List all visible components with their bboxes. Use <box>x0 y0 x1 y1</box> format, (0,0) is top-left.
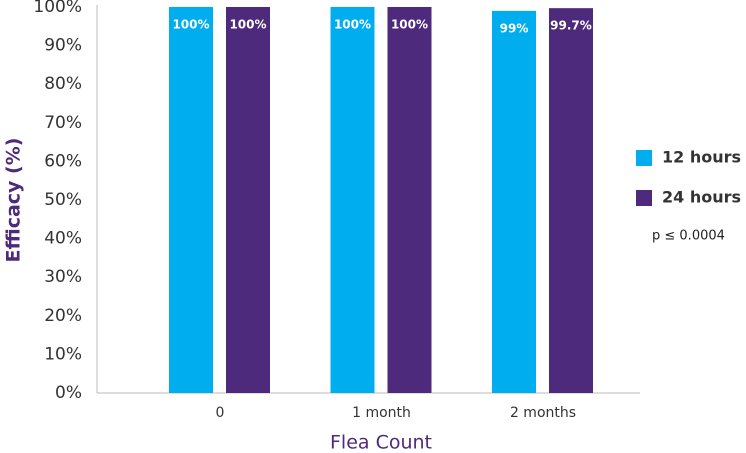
value-label: 99% <box>500 21 529 35</box>
y-tick-label: 100% <box>33 0 82 17</box>
y-tick-label: 50% <box>44 190 82 210</box>
legend-label: 12 hours <box>662 148 741 167</box>
value-label: 100% <box>172 18 209 32</box>
bar <box>226 7 270 393</box>
y-tick-label: 40% <box>44 229 82 249</box>
y-tick-label: 10% <box>44 344 82 364</box>
legend-swatch <box>636 190 652 206</box>
y-tick-label: 0% <box>55 383 82 403</box>
x-tick-label: 2 months <box>510 405 576 421</box>
y-tick-label: 90% <box>44 36 82 56</box>
bar <box>492 10 536 394</box>
x-axis-label: Flea Count <box>330 432 432 453</box>
legend-label: 24 hours <box>662 188 741 207</box>
x-tick-label: 0 <box>216 405 225 421</box>
y-tick-label: 70% <box>44 113 82 133</box>
value-label: 100% <box>334 18 371 32</box>
bar <box>549 8 593 394</box>
bar <box>330 7 375 393</box>
bar <box>387 7 432 393</box>
value-label: 100% <box>391 18 428 32</box>
annotation: p ≤ 0.0004 <box>652 229 725 244</box>
value-label: 100% <box>229 18 266 32</box>
y-tick-label: 30% <box>44 267 82 287</box>
value-label: 99.7% <box>550 19 592 33</box>
bar <box>169 7 213 393</box>
y-tick-label: 60% <box>44 151 82 171</box>
y-tick-label: 20% <box>44 306 82 326</box>
legend-swatch <box>636 150 652 166</box>
x-tick-label: 1 month <box>352 405 411 421</box>
y-tick-label: 80% <box>44 74 82 94</box>
y-axis-label: Efficacy (%) <box>3 138 25 263</box>
